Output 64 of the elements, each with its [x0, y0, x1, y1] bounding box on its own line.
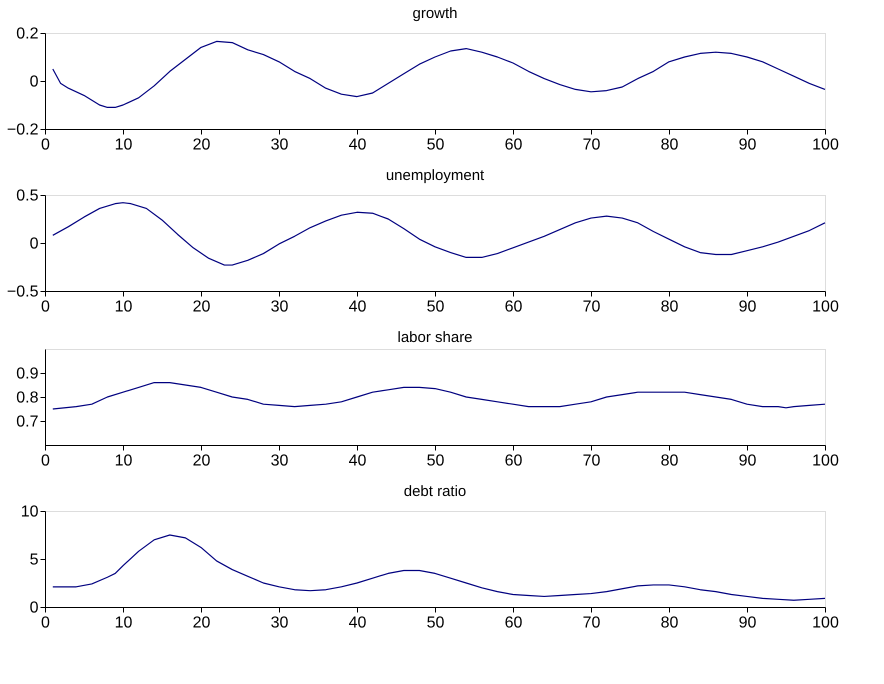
x-tick-label: 30: [270, 298, 288, 316]
x-tick-label: 70: [582, 614, 600, 632]
y-tick-label: 0.5: [16, 188, 39, 204]
x-tick-label: 40: [348, 452, 366, 470]
chart-title: debt ratio: [404, 483, 466, 500]
x-tick-label: 30: [270, 614, 288, 632]
x-tick-label: 50: [426, 298, 444, 316]
x-tick-label: 40: [348, 136, 366, 154]
line-series: [52, 382, 826, 410]
x-tick-label: 100: [812, 452, 839, 470]
x-tick-label: 0: [41, 298, 50, 316]
x-tick-label: 100: [812, 614, 839, 632]
x-tick-label: 100: [812, 298, 839, 316]
x-tick-label: 0: [41, 614, 50, 632]
line-series: [52, 40, 826, 108]
x-tick-label: 10: [114, 136, 132, 154]
x-tick-label: 40: [348, 614, 366, 632]
x-tick-label: 0: [41, 452, 50, 470]
x-tick-label: 80: [660, 136, 678, 154]
x-tick-label: 40: [348, 298, 366, 316]
x-tick-label: 0: [41, 136, 50, 154]
x-tick-label: 30: [270, 136, 288, 154]
x-tick-label: 70: [582, 136, 600, 154]
x-tick-label: 70: [582, 298, 600, 316]
x-tick-label: 50: [426, 136, 444, 154]
y-tick-label: 0.7: [16, 414, 39, 430]
x-tick-label: 60: [504, 136, 522, 154]
x-tick-label: 20: [192, 136, 210, 154]
y-tick-label: 0.2: [16, 26, 39, 42]
x-tick-label: 50: [426, 452, 444, 470]
x-tick-label: 30: [270, 452, 288, 470]
x-tick-label: 60: [504, 298, 522, 316]
x-tick-label: 90: [738, 614, 756, 632]
x-tick-label: 90: [738, 136, 756, 154]
line-series: [52, 202, 826, 266]
x-tick-label: 10: [114, 452, 132, 470]
x-tick-label: 50: [426, 614, 444, 632]
x-tick-label: 100: [812, 136, 839, 154]
x-tick-label: 10: [114, 298, 132, 316]
y-tick-label: 5: [30, 552, 39, 568]
y-tick-label: −0.5: [6, 284, 39, 300]
chart-title: unemployment: [386, 167, 486, 184]
x-tick-label: 90: [738, 298, 756, 316]
y-tick-label: −0.2: [6, 122, 39, 138]
x-tick-label: 60: [504, 614, 522, 632]
x-tick-label: 80: [660, 452, 678, 470]
x-tick-label: 70: [582, 452, 600, 470]
y-tick-label: 0: [30, 236, 39, 252]
x-tick-label: 60: [504, 452, 522, 470]
chart-title: labor share: [397, 329, 473, 346]
x-tick-label: 20: [192, 298, 210, 316]
x-tick-label: 80: [660, 614, 678, 632]
line-series: [52, 534, 826, 601]
x-tick-label: 20: [192, 452, 210, 470]
y-tick-label: 0: [30, 600, 39, 616]
x-tick-label: 20: [192, 614, 210, 632]
y-tick-label: 0: [30, 74, 39, 90]
x-tick-label: 10: [114, 614, 132, 632]
y-tick-label: 0.9: [16, 366, 39, 382]
x-tick-label: 80: [660, 298, 678, 316]
y-tick-label: 10: [20, 504, 39, 520]
x-tick-label: 90: [738, 452, 756, 470]
chart-title: growth: [412, 5, 458, 22]
y-tick-label: 0.8: [16, 390, 39, 406]
